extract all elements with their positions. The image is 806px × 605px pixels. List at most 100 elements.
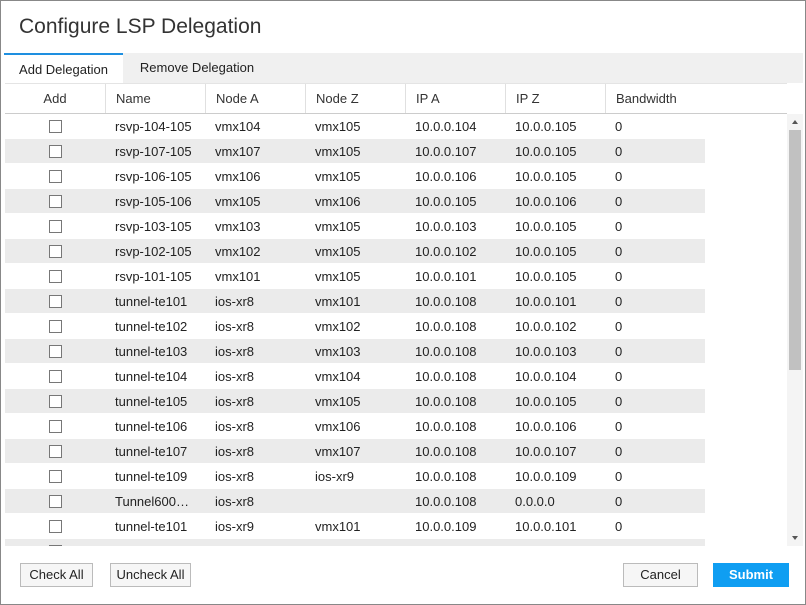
table-row[interactable]: rsvp-102-105 vmx102 vmx105 10.0.0.102 10.0.0… xyxy=(5,239,705,264)
table-cell: vmx106 xyxy=(315,194,361,209)
table-cell: 0.0.0.0 xyxy=(515,494,555,509)
table-cell: vmx104 xyxy=(215,119,261,134)
column-header[interactable]: IP A xyxy=(405,84,505,113)
table-row[interactable]: tunnel-te102 ios-xr8 vmx102 10.0.0.108 10.0.… xyxy=(5,314,705,339)
table-cell: vmx105 xyxy=(315,144,361,159)
table-cell: tunnel-te104 xyxy=(115,369,188,384)
table-cell: 10.0.0.108 xyxy=(415,394,477,409)
tab[interactable]: Add Delegation xyxy=(4,53,123,83)
checkbox[interactable] xyxy=(49,495,62,508)
checkbox[interactable] xyxy=(49,245,62,258)
table-cell: 0 xyxy=(615,494,623,509)
checkbox[interactable] xyxy=(49,470,62,483)
checkbox[interactable] xyxy=(49,420,62,433)
checkbox[interactable] xyxy=(49,395,62,408)
column-header[interactable]: Name xyxy=(105,84,205,113)
table-cell: tunnel-te103 xyxy=(115,344,188,359)
checkbox[interactable] xyxy=(49,320,62,333)
table-cell: 0 xyxy=(615,294,623,309)
table-row[interactable]: tunnel-te101 ios-xr9 vmx101 10.0.0.109 10.0.… xyxy=(5,514,705,539)
table-cell: 10.0.0.105 xyxy=(515,244,577,259)
checkbox[interactable] xyxy=(49,370,62,383)
table-cell: 0 xyxy=(615,419,623,434)
submit-button[interactable]: Submit xyxy=(713,563,789,587)
table-cell: 10.0.0.101 xyxy=(515,294,577,309)
cancel-button[interactable]: Cancel xyxy=(623,563,698,587)
scrollbar[interactable] xyxy=(787,114,803,546)
table-cell: 10.0.0.102 xyxy=(515,319,577,334)
table-cell: tunnel-te101 xyxy=(115,294,188,309)
table-cell: tunnel-te109 xyxy=(115,469,188,484)
table-cell: 0 xyxy=(615,119,623,134)
table-cell: 10.0.0.105 xyxy=(515,219,577,234)
table-cell: ios-xr8 xyxy=(215,394,255,409)
table-row[interactable]: rsvp-107-105 vmx107 vmx105 10.0.0.107 10.0.0… xyxy=(5,139,705,164)
check-all-button[interactable]: Check All xyxy=(20,563,93,587)
table-cell: vmx105 xyxy=(315,169,361,184)
table-row[interactable]: tunnel-te103 ios-xr8 vmx103 10.0.0.108 10.0.… xyxy=(5,339,705,364)
table-cell: ios-xr9 xyxy=(215,519,255,534)
table-cell: ios-xr8 xyxy=(215,294,255,309)
table-cell: ios-xr8 xyxy=(215,369,255,384)
column-header[interactable]: Node A xyxy=(205,84,305,113)
table-cell: 10.0.0.105 xyxy=(415,194,477,209)
table-row[interactable]: tunnel-te104 ios-xr8 vmx104 10.0.0.108 10.0.… xyxy=(5,364,705,389)
checkbox[interactable] xyxy=(49,170,62,183)
table-cell: vmx104 xyxy=(315,369,361,384)
table-cell: vmx106 xyxy=(315,419,361,434)
table-row[interactable]: rsvp-103-105 vmx103 vmx105 10.0.0.103 10.0.0… xyxy=(5,214,705,239)
column-header[interactable]: Add xyxy=(43,91,67,106)
checkbox[interactable] xyxy=(49,145,62,158)
checkbox[interactable] xyxy=(49,270,62,283)
checkbox[interactable] xyxy=(49,120,62,133)
tab-bar: Add Delegation Remove Delegation xyxy=(4,53,803,83)
table-row[interactable]: rsvp-106-105 vmx106 vmx105 10.0.0.106 10.0.0… xyxy=(5,164,705,189)
column-header[interactable]: Bandwidth xyxy=(605,84,787,113)
table-cell: rsvp-103-105 xyxy=(115,219,192,234)
table-cell: vmx102 xyxy=(315,319,361,334)
table-row[interactable]: tunnel-te109 ios-xr8 ios-xr9 10.0.0.108 10.0… xyxy=(5,464,705,489)
table-cell: 10.0.0.107 xyxy=(515,444,577,459)
table-cell: tunnel-te102 xyxy=(115,539,187,546)
table-row[interactable]: rsvp-101-105 vmx101 vmx105 10.0.0.101 10.0.0… xyxy=(5,264,705,289)
table-row[interactable]: tunnel-te105 ios-xr8 vmx105 10.0.0.108 10.0.… xyxy=(5,389,705,414)
table-row[interactable]: Tunnel600… ios-xr8 10.0.0.108 0.0.0.0 0 xyxy=(5,489,705,514)
table-cell: ios-xr9 xyxy=(215,539,254,546)
checkbox[interactable] xyxy=(49,345,62,358)
checkbox[interactable] xyxy=(49,295,62,308)
table-row[interactable]: tunnel-te107 ios-xr8 vmx107 10.0.0.108 10.0.… xyxy=(5,439,705,464)
table-cell: 0 xyxy=(615,469,623,484)
table-cell: 10.0.0.108 xyxy=(415,294,477,309)
table-cell: ios-xr8 xyxy=(215,469,255,484)
scroll-thumb[interactable] xyxy=(789,130,801,370)
table-cell: vmx101 xyxy=(215,269,261,284)
checkbox[interactable] xyxy=(49,220,62,233)
table-cell: rsvp-106-105 xyxy=(115,169,192,184)
table-cell: vmx103 xyxy=(315,344,361,359)
checkbox[interactable] xyxy=(49,445,62,458)
table-cell: vmx105 xyxy=(315,394,361,409)
table-cell: ios-xr8 xyxy=(215,444,255,459)
checkbox[interactable] xyxy=(49,545,62,546)
tab[interactable]: Remove Delegation xyxy=(139,60,255,75)
table-cell: 10.0.0.108 xyxy=(415,494,477,509)
table-cell: tunnel-te105 xyxy=(115,394,188,409)
column-header[interactable]: Node Z xyxy=(305,84,405,113)
scroll-arrows xyxy=(792,120,798,540)
table-row[interactable]: tunnel-te101 ios-xr8 vmx101 10.0.0.108 10.0.… xyxy=(5,289,705,314)
table-cell: rsvp-104-105 xyxy=(115,119,192,134)
uncheck-all-button[interactable]: Uncheck All xyxy=(110,563,191,587)
table-row[interactable]: rsvp-105-106 vmx105 vmx106 10.0.0.105 10.0.0… xyxy=(5,189,705,214)
table-cell: rsvp-101-105 xyxy=(115,269,192,284)
table-cell: vmx103 xyxy=(215,219,261,234)
checkbox[interactable] xyxy=(49,520,62,533)
table-cell: 0 xyxy=(615,444,623,459)
table-cell: vmx105 xyxy=(315,219,361,234)
table-row[interactable]: tunnel-te102 ios-xr9 vmx102 10.0.0.109 10.0.… xyxy=(5,539,705,546)
table-cell: 10.0.0.108 xyxy=(415,469,477,484)
table-row[interactable]: tunnel-te106 ios-xr8 vmx106 10.0.0.108 10.0.… xyxy=(5,414,705,439)
checkbox[interactable] xyxy=(49,195,62,208)
table-cell: 10.0.0.105 xyxy=(515,394,577,409)
table-row[interactable]: rsvp-104-105 vmx104 vmx105 10.0.0.104 10.0.0… xyxy=(5,114,705,139)
column-header[interactable]: IP Z xyxy=(505,84,605,113)
